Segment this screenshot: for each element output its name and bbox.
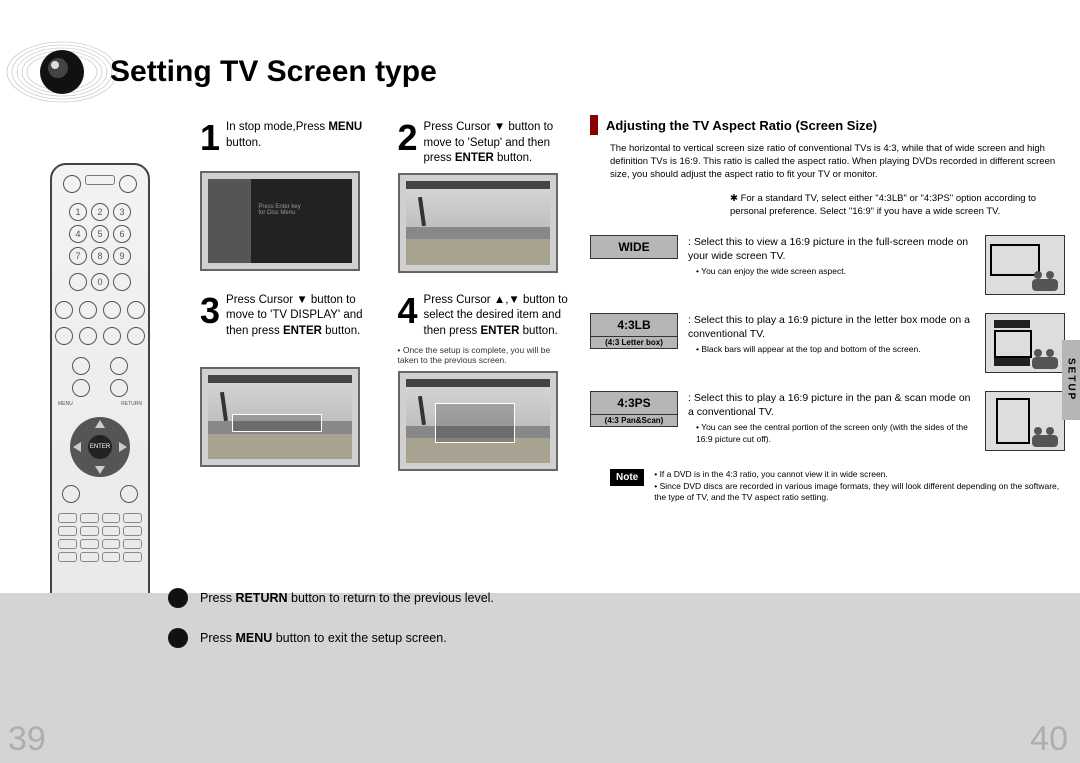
key-misc2[interactable] <box>113 273 131 291</box>
key-2[interactable]: 2 <box>91 203 109 221</box>
numpad: 1 2 3 4 5 6 7 8 9 <box>69 203 131 265</box>
key-5[interactable]: 5 <box>91 225 109 243</box>
key-8[interactable]: 8 <box>91 247 109 265</box>
footer-line-1: Press RETURN button to return to the pre… <box>200 591 494 605</box>
right-star-note: ✱ For a standard TV, select either "4:3L… <box>730 193 1065 219</box>
opt-sublabel-43ps: (4:3 Pan&Scan) <box>590 415 678 427</box>
key-0[interactable]: 0 <box>91 273 109 291</box>
step-num-3: 3 <box>200 293 220 329</box>
opt-bullet-43ps: • You can see the central portion of the… <box>688 422 975 445</box>
page-title: Setting TV Screen type <box>110 55 437 89</box>
right-intro: The horizontal to vertical screen size r… <box>610 143 1065 181</box>
key-7[interactable]: 7 <box>69 247 87 265</box>
key-4[interactable]: 4 <box>69 225 87 243</box>
option-43ps: 4:3PS (4:3 Pan&Scan) : Select this to pl… <box>590 391 1065 451</box>
bullet-icon <box>168 588 188 608</box>
opt-label-wide: WIDE <box>590 235 678 259</box>
note-text: • If a DVD is in the 4:3 ratio, you cann… <box>654 469 1065 503</box>
accent-bar <box>590 115 598 135</box>
step-text-3: Press Cursor ▼ button to move to 'TV DIS… <box>226 293 377 340</box>
key-9[interactable]: 9 <box>113 247 131 265</box>
opt-thumb-43ps <box>985 391 1065 451</box>
right-column: Adjusting the TV Aspect Ratio (Screen Si… <box>590 115 1065 503</box>
dpad[interactable]: ENTER <box>70 417 130 477</box>
step-num-4: 4 <box>398 293 418 329</box>
page-number-left: 39 <box>8 720 46 759</box>
step-text-2: Press Cursor ▼ button to move to 'Setup'… <box>424 120 575 167</box>
step-thumb-3 <box>200 367 360 467</box>
step-num-1: 1 <box>200 120 220 156</box>
vol-down[interactable] <box>72 379 90 397</box>
step-footnote: • Once the setup is complete, you will b… <box>398 345 568 365</box>
opt-bullet-wide: • You can enjoy the wide screen aspect. <box>688 266 975 277</box>
option-43lb: 4:3LB (4:3 Letter box) : Select this to … <box>590 313 1065 373</box>
footer-line-2: Press MENU button to exit the setup scre… <box>200 631 447 645</box>
page-number-right: 40 <box>1030 720 1068 759</box>
ch-up[interactable] <box>110 357 128 375</box>
opt-desc-wide: : Select this to view a 16:9 picture in … <box>688 236 968 262</box>
enter-button[interactable]: ENTER <box>88 435 112 459</box>
side-tab: SETUP <box>1062 340 1080 420</box>
opt-label-43lb: 4:3LB <box>590 313 678 337</box>
key-3[interactable]: 3 <box>113 203 131 221</box>
step-thumb-2 <box>398 173 558 273</box>
step-num-2: 2 <box>398 120 418 156</box>
vol-up[interactable] <box>72 357 90 375</box>
opt-bullet-43lb: • Black bars will appear at the top and … <box>688 344 975 355</box>
key-misc[interactable] <box>69 273 87 291</box>
note-badge: Note <box>610 469 644 486</box>
right-heading: Adjusting the TV Aspect Ratio (Screen Si… <box>606 118 877 133</box>
step-text-1: In stop mode,Press MENU button. <box>226 120 377 151</box>
steps-panel: 1 In stop mode,Press MENU button. Press … <box>200 120 575 481</box>
opt-thumb-wide <box>985 235 1065 295</box>
opt-sublabel-43lb: (4:3 Letter box) <box>590 337 678 349</box>
step-thumb-4 <box>398 371 558 471</box>
title-row: Setting TV Screen type <box>0 32 437 112</box>
bottom-bar <box>0 593 1080 763</box>
opt-desc-43lb: : Select this to play a 16:9 picture in … <box>688 314 970 340</box>
opt-thumb-43lb <box>985 313 1065 373</box>
speaker-icon <box>0 32 120 112</box>
opt-label-43ps: 4:3PS <box>590 391 678 415</box>
opt-desc-43ps: : Select this to play a 16:9 picture in … <box>688 392 971 418</box>
step-thumb-1: Press Enter keyfor Disc Menu <box>200 171 360 271</box>
bullet-icon <box>168 628 188 648</box>
key-6[interactable]: 6 <box>113 225 131 243</box>
remote-control: 1 2 3 4 5 6 7 8 9 0 MENU RETURN ENTER <box>50 163 150 653</box>
option-wide: WIDE : Select this to view a 16:9 pictur… <box>590 235 1065 295</box>
return-label: RETURN <box>121 401 142 407</box>
ch-down[interactable] <box>110 379 128 397</box>
footer-lines: Press RETURN button to return to the pre… <box>168 588 494 668</box>
step-text-4: Press Cursor ▲,▼ button to select the de… <box>424 293 575 340</box>
menu-label: MENU <box>58 401 73 407</box>
key-1[interactable]: 1 <box>69 203 87 221</box>
note-row: Note • If a DVD is in the 4:3 ratio, you… <box>610 469 1065 503</box>
